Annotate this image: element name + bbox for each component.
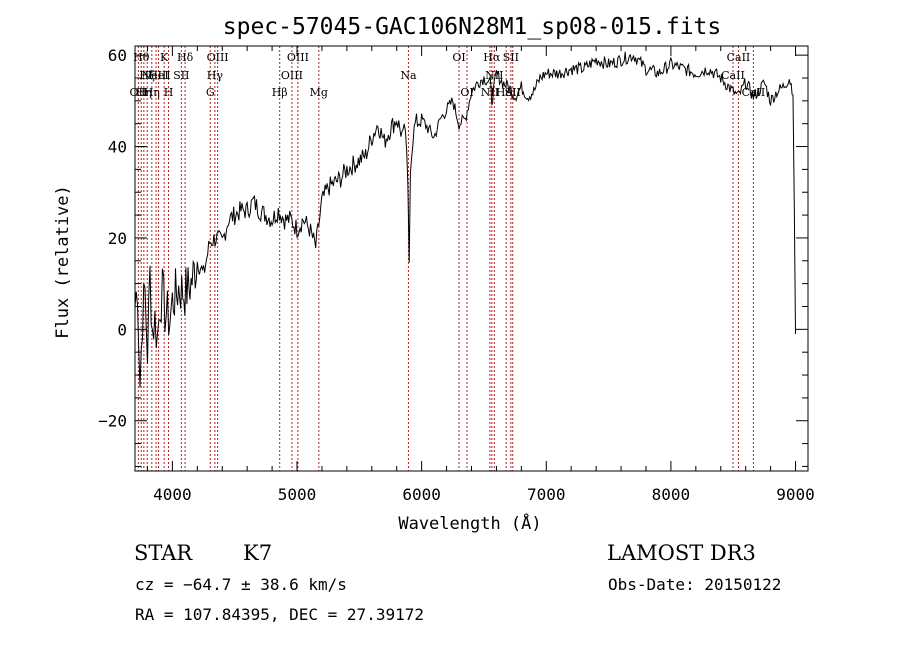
emission-line-label: Hγ xyxy=(207,69,224,82)
y-tick-label: 20 xyxy=(108,229,127,248)
emission-line-label: Hη xyxy=(136,86,152,99)
y-tick-label: 60 xyxy=(108,46,127,65)
emission-line-label: SII xyxy=(173,69,189,82)
x-tick-label: 8000 xyxy=(652,485,691,504)
x-tick-label: 9000 xyxy=(776,485,815,504)
emission-line-label: OIII xyxy=(207,51,229,64)
emission-line-label: HeI xyxy=(148,69,168,82)
emission-line-label: OI xyxy=(452,51,465,64)
y-axis-label: Flux (relative) xyxy=(53,185,73,339)
emission-line-label: OI xyxy=(460,86,473,99)
survey-name: LAMOST DR3 xyxy=(607,541,756,565)
emission-lines xyxy=(137,46,754,471)
object-class: STAR xyxy=(134,541,193,565)
emission-line-label: Hα xyxy=(483,51,501,64)
emission-line-label: NII xyxy=(481,86,499,99)
emission-line-label: Hη xyxy=(144,86,160,99)
emission-line-label: K xyxy=(160,51,169,64)
emission-line-label: Na xyxy=(400,69,417,82)
emission-line-label: Hζ xyxy=(139,69,155,82)
chart-title: spec-57045-GAC106N28M1_sp08-015.fits xyxy=(223,14,722,40)
x-tick-label: 5000 xyxy=(278,485,317,504)
redshift-value: cz = −64.7 ± 38.6 km/s xyxy=(135,575,347,594)
emission-line-label: CaII xyxy=(742,86,766,99)
ra-dec-coordinates: RA = 107.84395, DEC = 27.39172 xyxy=(135,605,424,624)
plot-frame xyxy=(134,45,809,472)
x-tick-label: 7000 xyxy=(527,485,566,504)
emission-line-label: Hδ xyxy=(177,51,194,64)
object-subclass: K7 xyxy=(243,541,273,565)
axis-ticks xyxy=(135,46,808,471)
emission-line-label: OII xyxy=(130,86,148,99)
x-tick-label: 4000 xyxy=(153,485,192,504)
emission-line-label: Hθ xyxy=(133,51,150,64)
emission-line-label: H xyxy=(164,86,174,99)
emission-line-label: Mg xyxy=(310,86,328,99)
x-axis-label: Wavelength (Å) xyxy=(398,512,541,534)
emission-line-label: CaII xyxy=(721,69,745,82)
observation-date: Obs-Date: 20150122 xyxy=(608,575,782,594)
emission-line-label: OIII xyxy=(281,69,303,82)
emission-line-label: CaII xyxy=(727,51,751,64)
spectrum-line xyxy=(134,51,796,388)
y-tick-labels: −20 0 20 40 60 xyxy=(98,46,127,431)
emission-line-label: OIII xyxy=(287,51,309,64)
y-tick-label: −20 xyxy=(98,412,127,431)
emission-line-label: G xyxy=(206,86,215,99)
emission-line-label: Hβ xyxy=(272,86,288,99)
x-tick-label: 6000 xyxy=(402,485,441,504)
emission-line-label: NeIII xyxy=(141,69,170,82)
x-tick-labels: 4000 5000 6000 7000 8000 9000 xyxy=(153,485,815,504)
y-tick-label: 0 xyxy=(117,320,127,339)
y-tick-label: 40 xyxy=(108,138,127,157)
emission-line-label: SII xyxy=(503,51,519,64)
